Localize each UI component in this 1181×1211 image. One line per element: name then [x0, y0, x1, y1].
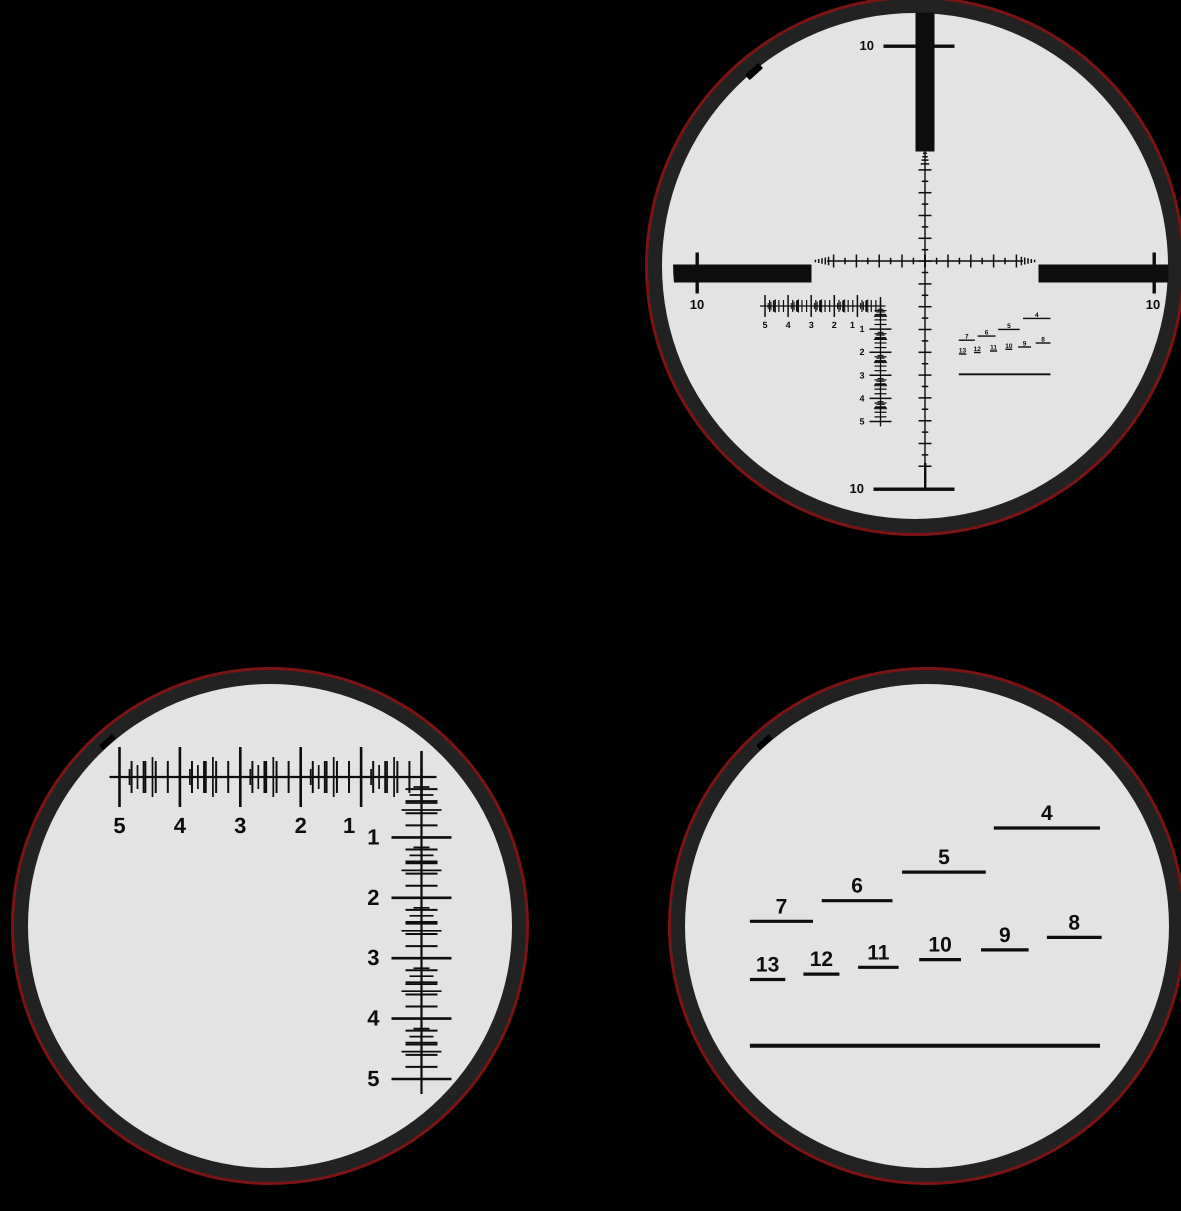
svg-text:4: 4 — [174, 813, 187, 838]
svg-text:1: 1 — [343, 813, 355, 838]
svg-text:4: 4 — [786, 320, 791, 330]
svg-text:2: 2 — [295, 813, 307, 838]
svg-text:9: 9 — [999, 924, 1011, 947]
svg-text:3: 3 — [234, 813, 246, 838]
svg-text:5: 5 — [113, 813, 125, 838]
svg-text:10: 10 — [850, 481, 864, 496]
svg-text:11: 11 — [990, 345, 997, 352]
svg-text:4: 4 — [367, 1006, 380, 1031]
svg-text:13: 13 — [959, 348, 967, 355]
svg-text:9: 9 — [1023, 341, 1027, 348]
svg-text:5: 5 — [1007, 323, 1011, 330]
svg-text:12: 12 — [974, 346, 982, 353]
svg-text:2: 2 — [859, 347, 864, 357]
svg-text:6: 6 — [851, 875, 863, 898]
svg-text:11: 11 — [867, 941, 890, 964]
svg-text:5: 5 — [938, 846, 950, 869]
svg-text:10: 10 — [1146, 297, 1160, 312]
svg-text:4: 4 — [1041, 802, 1053, 825]
svg-text:10: 10 — [1005, 343, 1013, 350]
svg-text:5: 5 — [762, 320, 767, 330]
svg-text:4: 4 — [859, 393, 864, 403]
svg-text:4: 4 — [1035, 312, 1039, 319]
svg-text:3: 3 — [809, 320, 814, 330]
svg-text:10: 10 — [690, 297, 704, 312]
svg-text:2: 2 — [367, 885, 379, 910]
svg-text:1: 1 — [859, 324, 864, 334]
svg-text:3: 3 — [367, 945, 379, 970]
svg-text:10: 10 — [928, 934, 951, 957]
svg-text:8: 8 — [1068, 911, 1080, 934]
svg-text:7: 7 — [965, 334, 969, 341]
svg-text:2: 2 — [832, 320, 837, 330]
svg-text:5: 5 — [859, 417, 864, 427]
svg-text:8: 8 — [1041, 337, 1045, 344]
svg-text:3: 3 — [859, 370, 864, 380]
svg-text:7: 7 — [776, 895, 788, 918]
svg-text:1: 1 — [367, 824, 379, 849]
svg-text:1: 1 — [850, 320, 855, 330]
svg-text:10: 10 — [860, 38, 874, 53]
svg-text:6: 6 — [985, 330, 989, 337]
svg-text:12: 12 — [810, 948, 833, 971]
svg-text:5: 5 — [367, 1066, 379, 1091]
svg-text:13: 13 — [756, 954, 779, 977]
